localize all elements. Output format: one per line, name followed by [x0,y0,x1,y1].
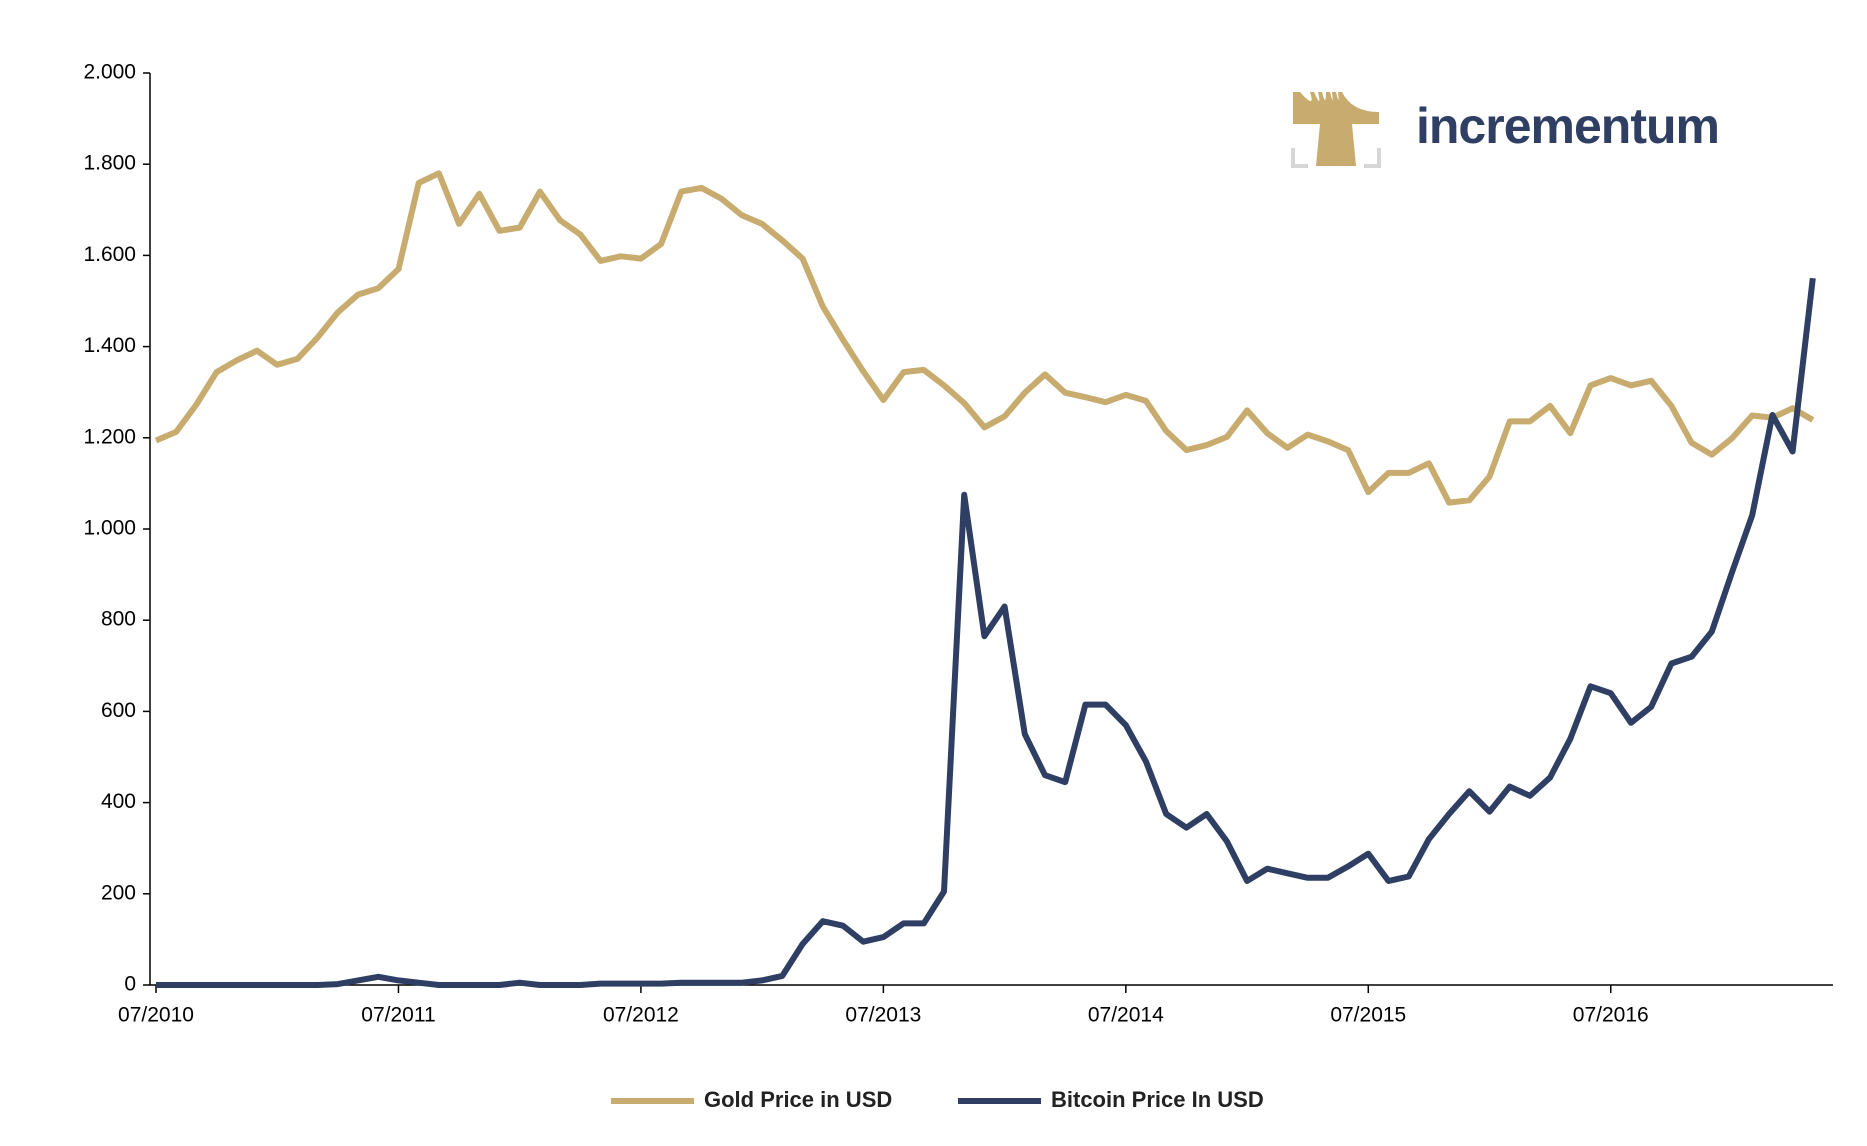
y-tick-label: 1.800 [83,152,136,175]
y-tick-label: 1.000 [83,517,136,540]
y-tick-label: 1.200 [83,425,136,448]
x-tick-label: 07/2013 [845,1004,921,1027]
x-tick-label: 07/2011 [361,1004,435,1027]
y-tick-label: 1.400 [83,334,136,357]
y-tick-label: 1.600 [83,243,136,266]
x-tick-label: 07/2010 [118,1004,194,1027]
y-tick-label: 600 [101,699,136,722]
y-tick-label: 0 [124,973,136,996]
y-tick-label: 2.000 [83,61,136,84]
logo-text: incrementum [1416,98,1719,154]
y-tick-label: 400 [101,790,136,813]
x-tick-label: 07/2016 [1573,1004,1649,1027]
legend-label: Gold Price in USD [704,1087,892,1112]
series-line [156,277,1816,988]
legend-label: Bitcoin Price In USD [1051,1087,1264,1112]
y-tick-label: 800 [101,608,136,631]
x-tick-label: 07/2015 [1330,1004,1406,1027]
logo-icon [1291,92,1381,168]
y-tick-label: 200 [101,881,136,904]
series-line [154,170,1815,506]
x-tick-label: 07/2014 [1088,1004,1164,1027]
x-tick-label: 07/2012 [603,1004,679,1027]
